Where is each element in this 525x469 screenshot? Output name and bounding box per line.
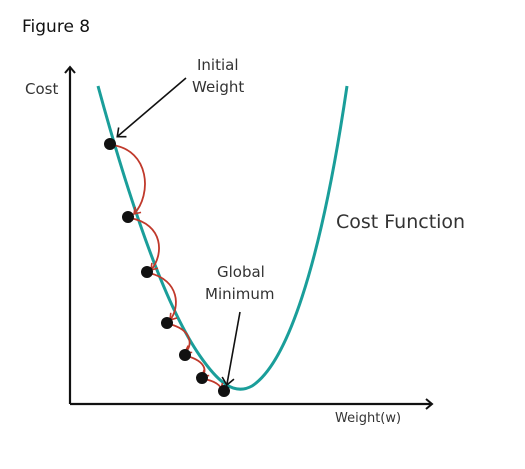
point-global-minimum <box>218 385 230 397</box>
point-step-2 <box>141 266 153 278</box>
cost-curve <box>96 85 349 391</box>
point-step-3 <box>161 317 173 329</box>
step-arrow-1 <box>111 144 146 216</box>
figure-label: Figure 8 <box>22 17 91 37</box>
global-minimum-label-line1: Global <box>217 263 265 281</box>
x-axis-label: Weight(w) <box>335 411 401 426</box>
global-minimum-pointer <box>221 311 241 387</box>
global-minimum-label-line2: Minimum <box>205 285 275 303</box>
point-step-4 <box>179 349 191 361</box>
descent-points <box>104 138 230 397</box>
step-arrow-4 <box>168 323 193 354</box>
y-axis-label: Cost <box>25 80 58 98</box>
initial-weight-label-line1: Initial <box>197 56 239 74</box>
cost-function-label: Cost Function <box>336 211 465 233</box>
step-arrow-3 <box>148 272 178 322</box>
step-arrow-2 <box>129 217 160 272</box>
point-step-1 <box>122 211 134 223</box>
point-initial-weight <box>104 138 116 150</box>
descent-arrows <box>111 144 229 392</box>
initial-weight-label-line2: Weight <box>192 78 244 96</box>
initial-weight-pointer <box>116 77 187 138</box>
point-step-5 <box>196 372 208 384</box>
